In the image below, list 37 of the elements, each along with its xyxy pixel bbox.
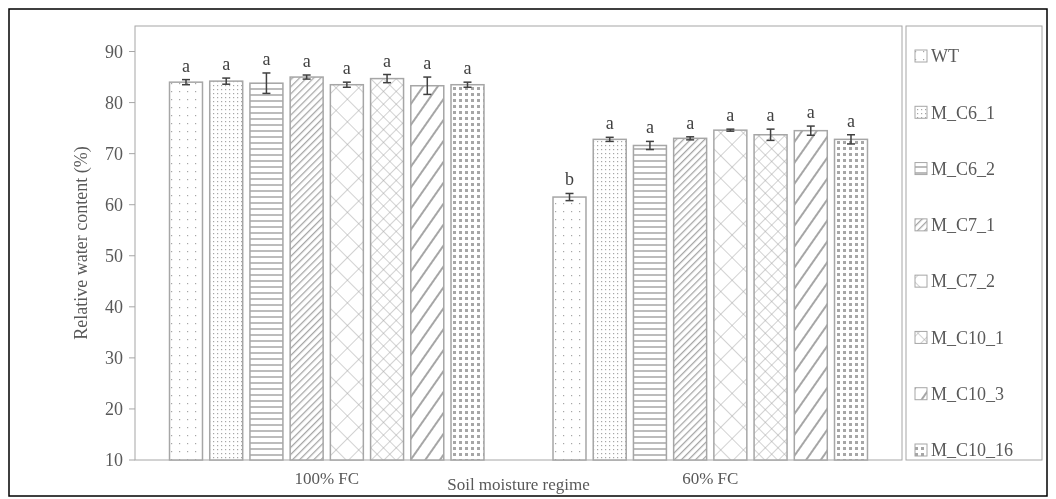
y-tick-label: 20 xyxy=(105,399,123,420)
y-axis-title: Relative water content (%) xyxy=(71,146,92,340)
legend-label: WT xyxy=(931,46,959,67)
y-tick-label: 90 xyxy=(105,41,123,62)
x-tick-label: 60% FC xyxy=(682,469,739,488)
data-label: a xyxy=(645,117,654,138)
data-label: a xyxy=(383,50,392,71)
y-tick-label: 60 xyxy=(105,195,123,216)
x-tick-label: 100% FC xyxy=(294,469,360,488)
data-label: a xyxy=(222,54,231,75)
legend-label: M_C6_2 xyxy=(931,158,996,179)
legend-label: M_C6_1 xyxy=(931,102,996,123)
data-label: a xyxy=(463,58,472,79)
y-tick-label: 30 xyxy=(105,348,123,369)
legend-label: M_C10_3 xyxy=(931,384,1005,405)
data-label: a xyxy=(686,112,695,133)
y-tick-label: 10 xyxy=(105,450,123,471)
data-label: a xyxy=(605,113,614,134)
data-label: a xyxy=(847,110,855,131)
x-axis-title: Soil moisture regime xyxy=(447,475,590,494)
data-label: a xyxy=(342,58,351,79)
legend-label: M_C7_1 xyxy=(931,215,996,236)
y-tick-label: 70 xyxy=(105,143,123,164)
legend-label: M_C7_2 xyxy=(931,271,996,292)
data-label: a xyxy=(182,55,190,76)
y-tick-label: 50 xyxy=(105,246,123,267)
data-label: a xyxy=(806,102,815,123)
legend-label: M_C10_1 xyxy=(931,327,1005,348)
data-label: a xyxy=(726,105,735,126)
data-label: a xyxy=(423,53,432,74)
data-label: a xyxy=(262,48,271,69)
data-label: a xyxy=(302,51,311,72)
data-label: a xyxy=(766,105,775,126)
legend-label: M_C10_16 xyxy=(931,440,1014,461)
y-tick-label: 80 xyxy=(105,92,123,113)
y-tick-label: 40 xyxy=(105,297,123,318)
data-label: b xyxy=(565,169,574,190)
